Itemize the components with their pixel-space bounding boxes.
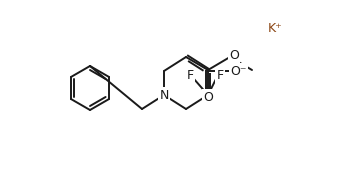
Text: K⁺: K⁺ <box>268 22 283 35</box>
Text: O: O <box>229 49 239 62</box>
Text: F: F <box>216 69 223 81</box>
Text: F: F <box>186 69 193 81</box>
Text: O⁻: O⁻ <box>231 64 247 78</box>
Text: O: O <box>203 91 213 103</box>
Text: N: N <box>159 88 169 101</box>
